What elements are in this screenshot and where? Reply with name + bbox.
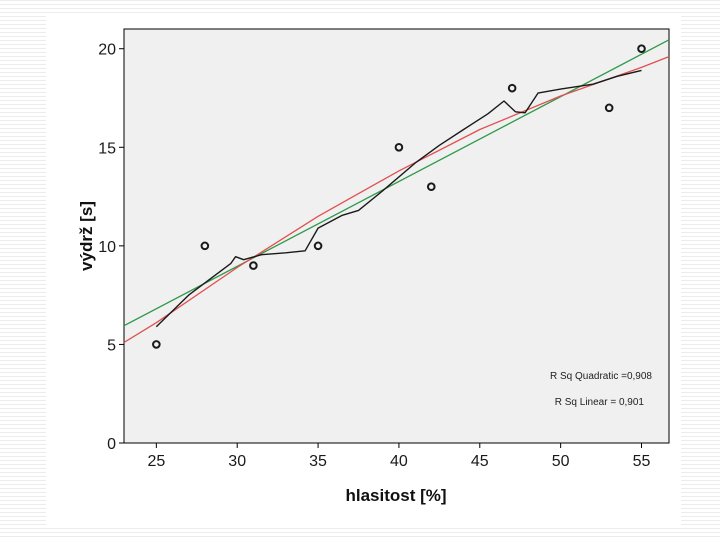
x-tick-label: 30 [228, 453, 246, 470]
y-ticks: 0 5 10 15 20 [98, 42, 124, 453]
y-tick-label: 20 [98, 42, 116, 59]
x-tick-label: 45 [471, 453, 489, 470]
linear-fit-line [123, 39, 670, 327]
x-tick-label: 35 [309, 453, 327, 470]
data-point [313, 241, 323, 251]
data-point [604, 103, 614, 113]
annotation-r-sq-quadratic: R Sq Quadratic =0,908 [550, 371, 652, 382]
fit-lines [123, 39, 670, 344]
annotation-r-sq-linear: R Sq Linear = 0,901 [555, 397, 645, 408]
chart-figure: 0 5 10 15 20 25 30 35 40 45 50 55 R Sq Quadratic =… [46, 15, 681, 525]
x-tick-label: 55 [633, 453, 651, 470]
data-point [394, 142, 404, 152]
x-tick-label: 50 [552, 453, 570, 470]
loess-fit-line [155, 69, 642, 328]
plot-background [123, 28, 670, 444]
x-ticks: 25 30 35 40 45 50 55 [147, 443, 651, 470]
data-point [637, 44, 646, 54]
x-tick-label: 25 [147, 453, 165, 470]
scatter-chart: 0 5 10 15 20 25 30 35 40 45 50 55 R Sq Quadratic =… [77, 28, 670, 505]
data-points [152, 44, 646, 349]
x-tick-label: 40 [390, 453, 408, 470]
y-tick-label: 15 [98, 140, 116, 157]
data-point [426, 182, 436, 192]
y-tick-label: 0 [107, 436, 116, 453]
y-axis-title: výdrž [s] [77, 201, 96, 271]
data-point [152, 340, 161, 349]
data-point [249, 261, 258, 270]
y-tick-label: 5 [107, 337, 116, 354]
data-point [200, 241, 210, 251]
x-axis-title: hlasitost [%] [345, 486, 446, 505]
data-point [507, 83, 517, 93]
y-tick-label: 10 [98, 239, 116, 256]
